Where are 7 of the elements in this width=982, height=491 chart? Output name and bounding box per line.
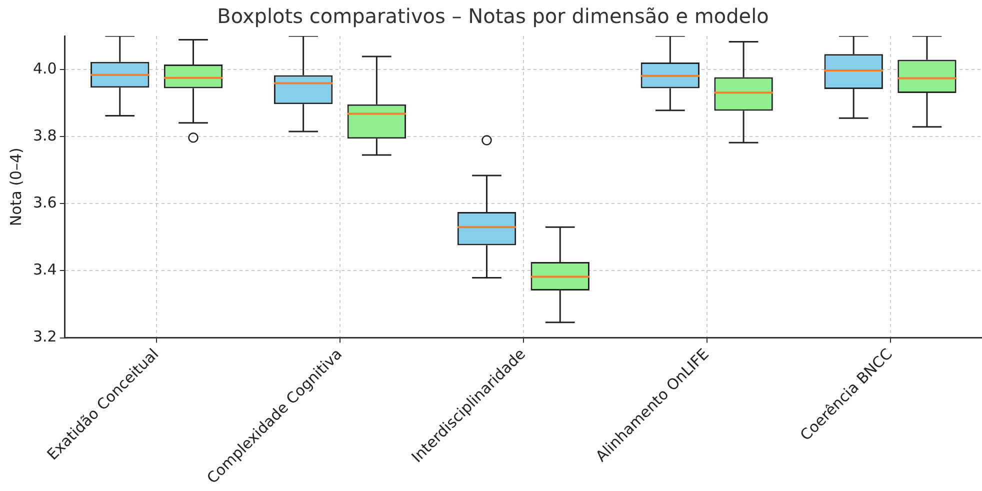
y-tick-label: 4.0 (32, 59, 57, 78)
y-axis-title: Nota (0–4) (6, 148, 25, 226)
y-tick-label: 3.6 (32, 194, 57, 212)
chart-title: Boxplots comparativos – Notas por dimensão e modelo (217, 4, 769, 28)
y-tick-label: 3.4 (32, 260, 57, 279)
y-tick-label: 3.8 (32, 126, 57, 144)
y-tick-label: 3.2 (32, 328, 57, 346)
